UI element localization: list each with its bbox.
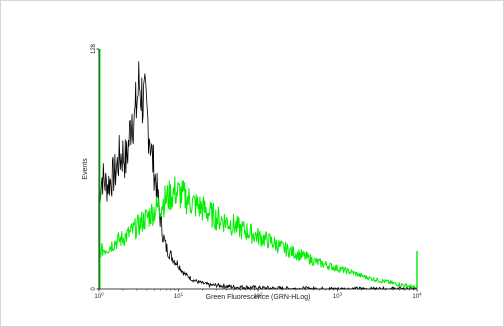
series-line-0 xyxy=(98,61,418,290)
series-layer xyxy=(98,49,418,290)
x-tick-label-0: 100 xyxy=(94,292,104,301)
x-tick-label-1: 101 xyxy=(174,292,184,301)
x-tick-label-4: 104 xyxy=(412,292,422,301)
x-tick-label-2: 102 xyxy=(253,292,263,301)
x-axis-title: Green Fluorescence (GRN-HLog) xyxy=(206,294,311,301)
ticks-layer: 100 101 102 103 104 0 128 xyxy=(91,43,422,300)
y-tick-label-0: 0 xyxy=(91,287,97,291)
x-tick-label-3: 103 xyxy=(333,292,343,301)
y-tick-label-1: 128 xyxy=(91,43,97,54)
y-axis-title: Events xyxy=(82,158,89,180)
series-line-1 xyxy=(98,176,418,290)
axes-layer xyxy=(98,49,417,290)
